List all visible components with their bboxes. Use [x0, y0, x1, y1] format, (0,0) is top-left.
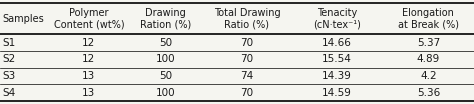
Text: Elongation
at Break (%): Elongation at Break (%) — [398, 7, 459, 30]
Text: S3: S3 — [2, 71, 16, 81]
Text: 5.36: 5.36 — [417, 88, 440, 98]
Text: Total Drawing
Ratio (%): Total Drawing Ratio (%) — [214, 7, 280, 30]
Text: S1: S1 — [2, 38, 16, 48]
Text: 4.2: 4.2 — [420, 71, 437, 81]
Text: 100: 100 — [155, 54, 175, 64]
Text: 15.54: 15.54 — [322, 54, 352, 64]
Text: 14.59: 14.59 — [322, 88, 352, 98]
Text: 74: 74 — [240, 71, 254, 81]
Text: 50: 50 — [159, 71, 172, 81]
Text: Tenacity
(cN·tex⁻¹): Tenacity (cN·tex⁻¹) — [313, 7, 361, 30]
Text: 5.37: 5.37 — [417, 38, 440, 48]
Text: 14.39: 14.39 — [322, 71, 352, 81]
Text: 50: 50 — [159, 38, 172, 48]
Text: 4.89: 4.89 — [417, 54, 440, 64]
Text: 12: 12 — [82, 54, 95, 64]
Text: Polymer
Content (wt%): Polymer Content (wt%) — [54, 7, 124, 30]
Text: Drawing
Ration (%): Drawing Ration (%) — [140, 7, 191, 30]
Text: 100: 100 — [155, 88, 175, 98]
Text: Samples: Samples — [2, 14, 44, 24]
Text: 12: 12 — [82, 38, 95, 48]
Text: 70: 70 — [240, 54, 254, 64]
Text: S4: S4 — [2, 88, 16, 98]
Text: 13: 13 — [82, 71, 95, 81]
Text: 14.66: 14.66 — [322, 38, 352, 48]
Text: 70: 70 — [240, 88, 254, 98]
Text: 70: 70 — [240, 38, 254, 48]
Text: 13: 13 — [82, 88, 95, 98]
Text: S2: S2 — [2, 54, 16, 64]
